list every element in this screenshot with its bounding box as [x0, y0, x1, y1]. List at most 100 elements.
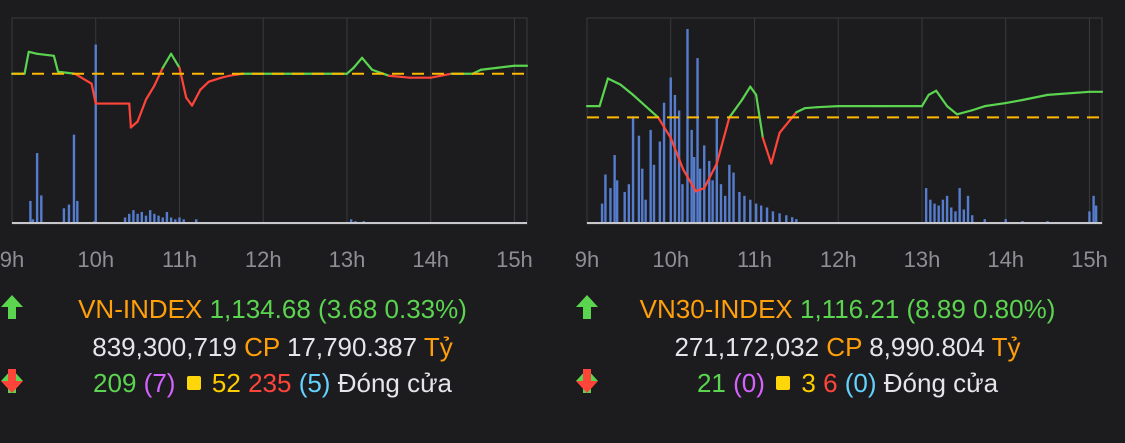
- price-line-segment: [795, 107, 806, 114]
- index-title-line: VN30-INDEX 1,116.21 (8.89 0.80%): [575, 294, 1120, 325]
- volume-bar: [128, 213, 131, 223]
- x-tick-label: 11h: [162, 247, 197, 272]
- volume-bar: [778, 213, 781, 223]
- volume-bar: [40, 195, 43, 223]
- price-line-segment: [36, 52, 55, 57]
- advancers-count: 209: [93, 368, 137, 398]
- price-line-segment: [644, 105, 660, 119]
- price-line-segment: [694, 187, 706, 193]
- unchanged-count: 3: [801, 368, 816, 398]
- x-tick-label: 10h: [652, 247, 689, 272]
- volume-bar: [719, 184, 723, 223]
- volume-bar: [681, 184, 684, 223]
- volume-bar: [662, 102, 666, 223]
- price-line-segment: [755, 93, 764, 140]
- unchanged-square-icon: [776, 376, 791, 390]
- volume-bar: [690, 129, 693, 223]
- x-tick-label: 15h: [496, 247, 533, 272]
- price-line-segment: [178, 66, 188, 99]
- decliners-count: 235: [248, 368, 292, 398]
- unchanged-square-icon: [186, 376, 201, 390]
- turnover-unit: Tỷ: [991, 332, 1021, 362]
- price-line-segment: [682, 168, 697, 193]
- volume-bar: [937, 205, 940, 223]
- volume-bar: [658, 141, 662, 223]
- price-line-segment: [1046, 90, 1091, 96]
- x-tick-label: 13h: [904, 247, 941, 272]
- volume-bar: [738, 191, 741, 223]
- volume-bar: [35, 153, 39, 223]
- price-line-segment: [129, 120, 139, 129]
- volume-bar: [686, 29, 689, 223]
- volume-bar: [677, 110, 681, 223]
- volume-bar: [182, 219, 185, 223]
- volume-bar: [157, 215, 160, 223]
- volume-bar: [711, 180, 714, 223]
- volume-bar: [703, 145, 706, 223]
- arrow-up-icon: [576, 295, 598, 319]
- x-tick-label: 14h: [987, 247, 1024, 272]
- volume-bar: [165, 211, 169, 223]
- volume-bar: [652, 164, 656, 223]
- unchanged-count: 52: [211, 368, 241, 398]
- volume-value: 271,172,032: [674, 332, 820, 362]
- price-line-segment: [728, 98, 744, 119]
- volume-bar: [732, 172, 735, 223]
- price-line-segment: [703, 162, 718, 190]
- vn30-index-chart: 9h 10h 11h 12h 13h 14h 15h: [575, 17, 1108, 272]
- volume-bar: [148, 210, 152, 223]
- price-line-segment: [715, 116, 731, 165]
- ceiling-count: (0): [733, 368, 765, 398]
- volume-bar: [641, 168, 644, 223]
- volume-bar: [29, 200, 32, 223]
- volume-bar: [140, 211, 143, 223]
- volume-bar: [728, 164, 731, 223]
- x-tick-label: 11h: [737, 247, 772, 272]
- price-line-segment: [190, 88, 202, 107]
- volume-bar: [743, 195, 746, 223]
- price-line-segment: [778, 111, 798, 134]
- volume-bar: [1088, 211, 1091, 223]
- volume-line: 271,172,032 CP 8,990.804 Tỷ: [575, 332, 1120, 363]
- price-line-segment: [657, 116, 672, 140]
- price-line-segment: [387, 74, 411, 79]
- market-status: Đóng cửa: [337, 368, 452, 398]
- x-tick-label: 15h: [1071, 247, 1108, 272]
- volume-bar: [136, 213, 139, 223]
- volume-bar: [31, 219, 35, 223]
- volume-bar: [696, 58, 699, 223]
- index-name: VN30-INDEX: [639, 294, 793, 324]
- volume-bar: [749, 199, 752, 223]
- volume-bar: [161, 217, 164, 223]
- x-tick-label: 12h: [245, 247, 282, 272]
- volume-bar: [76, 200, 79, 223]
- volume-bar: [153, 213, 156, 223]
- arrow-down-icon: [1, 369, 23, 393]
- index-change: (8.89 0.80%): [906, 294, 1056, 324]
- price-line-segment: [90, 82, 97, 105]
- volume-bar: [72, 134, 76, 223]
- volume-bar: [941, 199, 945, 223]
- price-line-segment: [199, 80, 210, 91]
- price-line-segment: [27, 50, 39, 55]
- volume-bar: [673, 94, 677, 224]
- volume-bar: [67, 204, 71, 223]
- volume-bar: [945, 195, 949, 223]
- volume-bar: [754, 203, 758, 223]
- volume-bar: [132, 210, 135, 223]
- volume-bar: [669, 77, 672, 223]
- volume-bar: [933, 203, 936, 223]
- price-line-segment: [170, 52, 181, 69]
- volume-bar: [178, 217, 181, 223]
- turnover-unit: Tỷ: [423, 332, 453, 362]
- price-line-segment: [803, 106, 819, 110]
- price-line-segment: [956, 109, 974, 116]
- ceiling-count: (7): [143, 368, 176, 398]
- volume-bar: [698, 168, 702, 223]
- index-title-line: VN-INDEX 1,134.68 (3.68 0.33%): [0, 294, 545, 325]
- x-tick-label: 10h: [77, 247, 114, 272]
- volume-line: 839,300,719 CP 17,790.387 Tỷ: [0, 332, 545, 363]
- volume-value: 839,300,719: [92, 332, 237, 362]
- volume-unit: CP: [826, 332, 862, 362]
- volume-bar: [954, 211, 957, 223]
